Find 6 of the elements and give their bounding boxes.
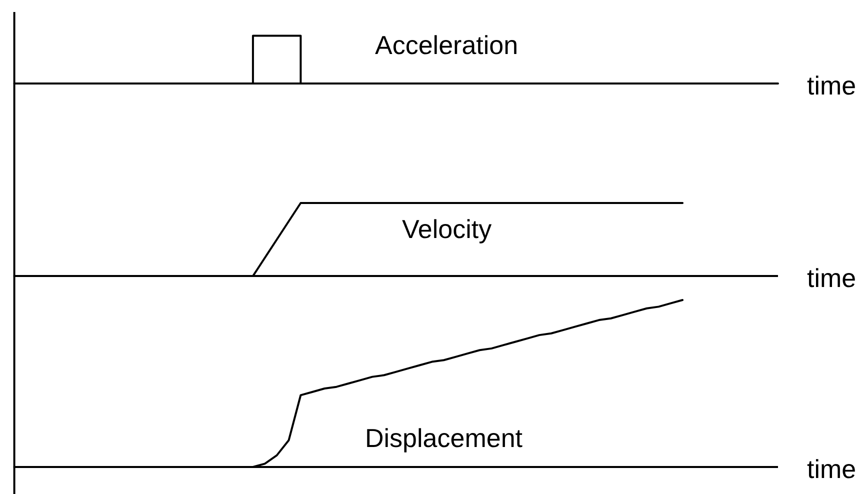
x-axis-title: time: [807, 70, 856, 100]
x-axis-title: time: [807, 263, 856, 293]
series-label: Displacement: [365, 423, 524, 453]
x-axis-title: time: [807, 454, 856, 484]
series-label: Velocity: [402, 214, 492, 244]
series-label: Acceleration: [375, 30, 518, 60]
